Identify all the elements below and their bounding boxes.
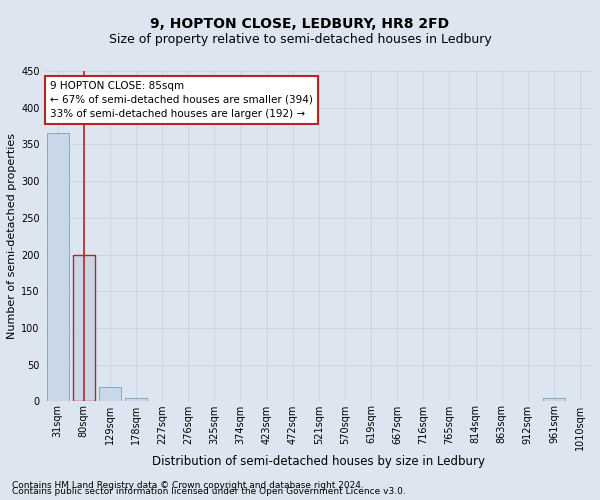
Bar	[47, 134, 69, 402]
Text: Contains public sector information licensed under the Open Government Licence v3: Contains public sector information licen…	[12, 487, 406, 496]
Bar	[125, 398, 147, 402]
Text: Size of property relative to semi-detached houses in Ledbury: Size of property relative to semi-detach…	[109, 32, 491, 46]
Bar	[73, 254, 95, 402]
Text: 9 HOPTON CLOSE: 85sqm
← 67% of semi-detached houses are smaller (394)
33% of sem: 9 HOPTON CLOSE: 85sqm ← 67% of semi-deta…	[50, 81, 313, 119]
X-axis label: Distribution of semi-detached houses by size in Ledbury: Distribution of semi-detached houses by …	[152, 455, 485, 468]
Y-axis label: Number of semi-detached properties: Number of semi-detached properties	[7, 133, 17, 339]
Bar	[543, 398, 565, 402]
Bar	[99, 387, 121, 402]
Text: 9, HOPTON CLOSE, LEDBURY, HR8 2FD: 9, HOPTON CLOSE, LEDBURY, HR8 2FD	[151, 18, 449, 32]
Text: Contains HM Land Registry data © Crown copyright and database right 2024.: Contains HM Land Registry data © Crown c…	[12, 481, 364, 490]
